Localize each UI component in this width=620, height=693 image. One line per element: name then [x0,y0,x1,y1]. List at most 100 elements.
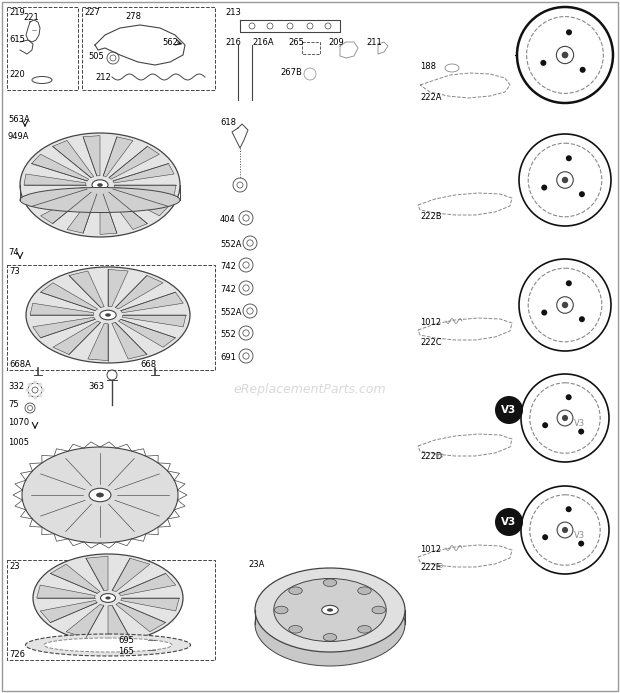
Polygon shape [67,193,97,233]
Circle shape [565,506,572,512]
Text: 1012: 1012 [420,318,441,327]
Text: 227: 227 [84,8,100,17]
Ellipse shape [289,587,303,595]
Text: 222C: 222C [420,338,441,347]
Circle shape [579,191,585,198]
Circle shape [580,67,586,73]
Circle shape [521,374,609,462]
Text: 563A: 563A [8,115,30,124]
Text: 267B: 267B [280,68,302,77]
Ellipse shape [323,633,337,641]
Polygon shape [118,319,175,347]
Ellipse shape [20,188,180,213]
Polygon shape [113,164,174,183]
Polygon shape [53,321,100,355]
Polygon shape [115,276,163,309]
Circle shape [33,396,37,399]
Ellipse shape [100,594,115,602]
Text: 165: 165 [118,647,134,656]
Ellipse shape [322,606,339,615]
Circle shape [566,155,572,161]
Polygon shape [111,189,169,216]
Bar [7,560,215,660]
Polygon shape [108,270,128,307]
Ellipse shape [255,568,405,652]
Circle shape [566,29,572,35]
Circle shape [542,422,548,428]
Circle shape [566,280,572,286]
Text: 221: 221 [23,13,38,22]
Circle shape [562,415,568,421]
Polygon shape [86,556,108,590]
Circle shape [519,259,611,351]
Ellipse shape [100,310,116,319]
Circle shape [578,541,584,547]
Ellipse shape [358,587,371,595]
Text: 222A: 222A [420,93,441,102]
Text: 505: 505 [88,52,104,61]
Polygon shape [106,193,148,229]
Text: 691: 691 [220,353,236,362]
Circle shape [541,310,547,315]
Text: 220: 220 [9,70,25,79]
Polygon shape [121,292,184,313]
Circle shape [541,184,547,191]
Polygon shape [83,136,100,176]
Circle shape [556,46,574,64]
Text: V3: V3 [435,563,445,569]
Ellipse shape [44,638,172,652]
Text: 1012: 1012 [420,545,441,554]
Bar [302,42,320,54]
Polygon shape [24,174,86,185]
Text: V3: V3 [575,419,585,428]
Text: 188: 188 [420,62,436,71]
Text: V3: V3 [435,453,445,459]
Polygon shape [88,324,108,360]
Text: 23: 23 [9,562,20,571]
Circle shape [517,7,613,103]
Polygon shape [26,187,87,207]
Ellipse shape [289,626,303,633]
Text: 668A: 668A [9,360,31,369]
Polygon shape [40,191,91,224]
Circle shape [557,172,574,188]
Circle shape [28,394,32,397]
Text: 552A: 552A [220,308,242,317]
Ellipse shape [327,608,333,612]
Polygon shape [33,317,95,337]
Text: 278: 278 [125,12,141,21]
Text: 742: 742 [220,285,236,294]
Text: 552: 552 [220,330,236,339]
Polygon shape [69,271,104,308]
Text: 74: 74 [8,248,19,257]
Polygon shape [100,194,117,234]
Text: 552A: 552A [220,240,242,249]
Ellipse shape [105,597,110,599]
Ellipse shape [20,133,180,237]
Text: 211: 211 [366,38,382,47]
Circle shape [562,527,568,533]
Ellipse shape [274,579,386,642]
Polygon shape [114,185,176,196]
Circle shape [38,394,42,397]
Bar [82,7,215,90]
Text: 73: 73 [9,267,20,276]
Text: 332: 332 [8,382,24,391]
Polygon shape [40,600,97,622]
Polygon shape [112,322,147,359]
Circle shape [28,383,32,387]
Text: 75: 75 [8,400,19,409]
Text: 949A: 949A [8,132,30,141]
Polygon shape [112,559,150,592]
Text: 1070: 1070 [8,418,29,427]
Circle shape [519,134,611,226]
Circle shape [557,410,573,426]
Polygon shape [103,137,133,177]
Circle shape [562,177,568,183]
Text: V3: V3 [575,531,585,539]
Text: 212: 212 [95,73,111,82]
Bar [7,7,78,90]
Polygon shape [122,315,186,327]
Ellipse shape [275,606,288,614]
Text: 726: 726 [9,650,25,659]
